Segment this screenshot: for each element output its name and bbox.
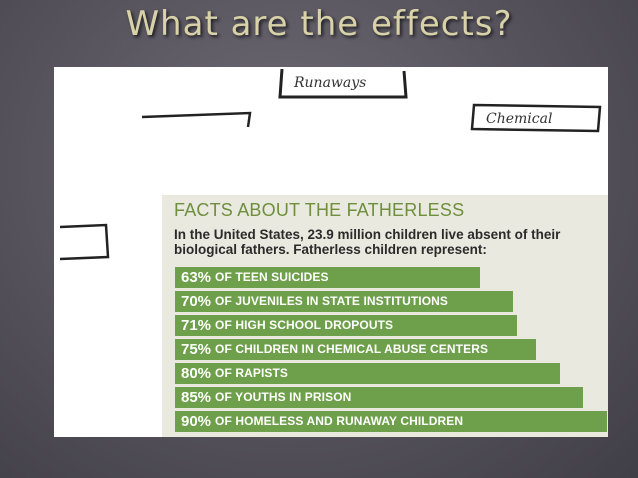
bar-value-label: 85%	[181, 388, 212, 406]
bar-3: 75% OF CHILDREN IN CHEMICAL ABUSE CENTERS	[175, 339, 536, 360]
chart-subtitle: In the United States, 23.9 million child…	[174, 227, 561, 257]
bar-value-label: 71%	[181, 316, 212, 334]
bar-value-label: 90%	[181, 412, 212, 430]
bar-category-label: OF YOUTHS IN PRISON	[215, 390, 352, 405]
bar-category-label: OF HOMELESS AND RUNAWAY CHILDREN	[215, 414, 464, 429]
bar-category-label: OF RAPISTS	[215, 366, 289, 381]
bar-0: 63% OF TEEN SUICIDES	[175, 267, 480, 288]
bar-2: 71% OF HIGH SCHOOL DROPOUTS	[175, 315, 517, 336]
slide-title: What are the effects?	[125, 4, 513, 44]
bar-value-label: 75%	[181, 340, 212, 358]
bar-6: 90% OF HOMELESS AND RUNAWAY CHILDREN	[175, 411, 607, 432]
bar-value-label: 70%	[181, 292, 212, 310]
bar-value-label: 80%	[181, 364, 212, 382]
bar-category-label: OF JUVENILES IN STATE INSTITUTIONS	[215, 294, 449, 309]
bar-4: 80% OF RAPISTS	[175, 363, 560, 384]
bar-category-label: OF TEEN SUICIDES	[215, 270, 329, 285]
facts-card: FACTS ABOUT THE FATHERLESS In the United…	[162, 195, 608, 437]
chart-title: FACTS ABOUT THE FATHERLESS	[174, 200, 465, 220]
sketch-label-runaways: Runaways	[293, 75, 366, 91]
bar-value-label: 63%	[181, 268, 212, 286]
sketch-label-chemical: Chemical	[486, 111, 552, 127]
bar-5: 85% OF YOUTHS IN PRISON	[175, 387, 583, 408]
bar-category-label: OF CHILDREN IN CHEMICAL ABUSE CENTERS	[215, 342, 489, 357]
bar-category-label: OF HIGH SCHOOL DROPOUTS	[215, 318, 394, 333]
bar-list: 63% OF TEEN SUICIDES 70% OF JUVENILES IN ST…	[175, 267, 607, 435]
sketch-sheet: Runaways Chemical Criminal Activity FACT…	[54, 67, 608, 437]
bar-1: 70% OF JUVENILES IN STATE INSTITUTIONS	[175, 291, 513, 312]
